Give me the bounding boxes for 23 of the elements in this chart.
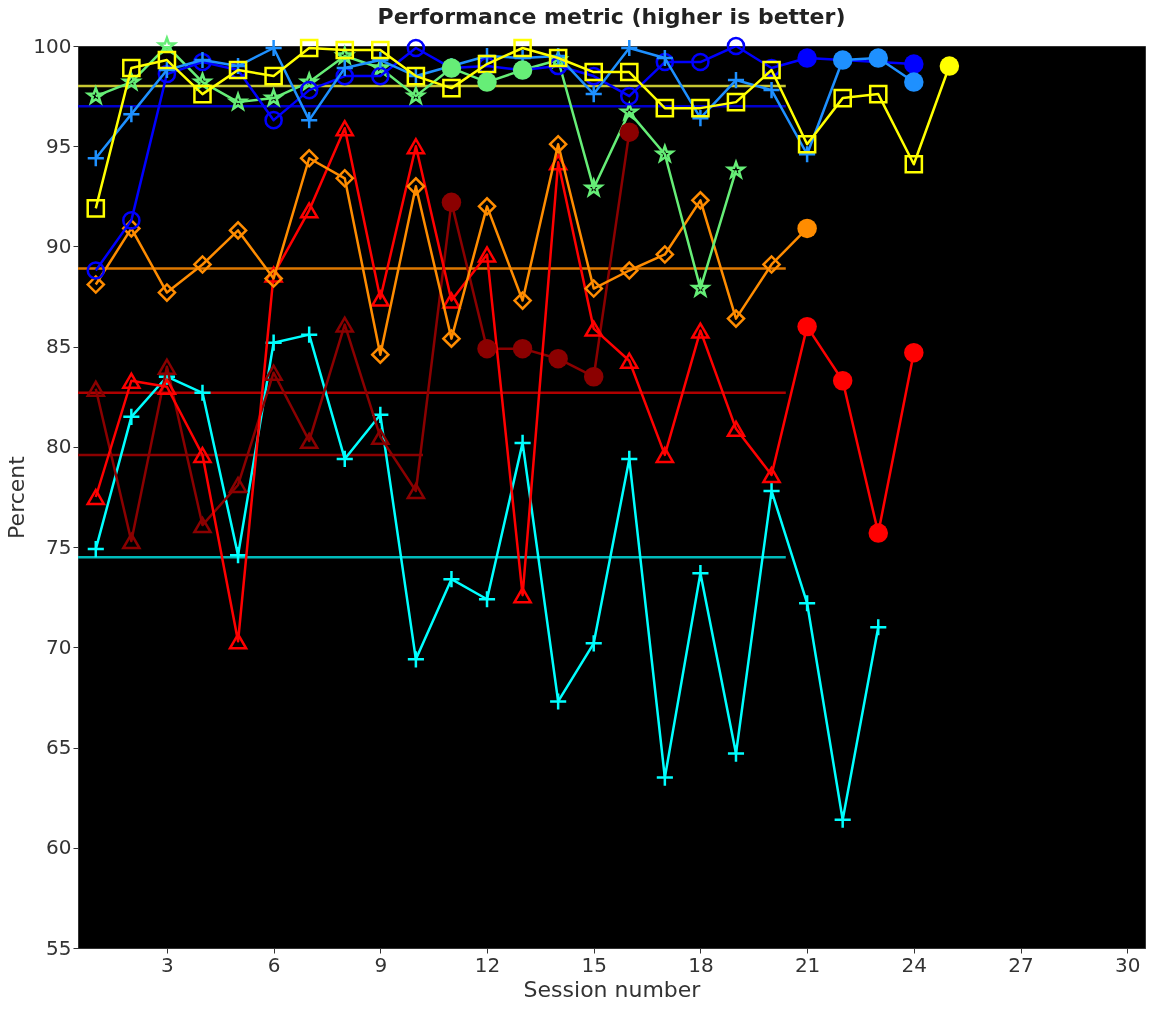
y-tick-label: 100 bbox=[33, 33, 72, 58]
x-tick-label: 15 bbox=[581, 952, 607, 977]
x-axis-title: Session number bbox=[523, 976, 702, 1002]
y-tick-label: 90 bbox=[46, 233, 72, 258]
y-tick-label: 75 bbox=[46, 534, 72, 559]
y-tick-label: 80 bbox=[46, 434, 72, 459]
x-tick-label: 27 bbox=[1008, 952, 1034, 977]
x-tick-label: 21 bbox=[794, 952, 821, 977]
x-tick-label: 9 bbox=[374, 952, 388, 977]
chart-title: Performance metric (higher is better) bbox=[377, 3, 846, 29]
y-tick-label: 65 bbox=[46, 735, 72, 760]
y-tick-label: 55 bbox=[46, 935, 72, 960]
x-tick-label: 12 bbox=[474, 952, 501, 977]
y-tick-label: 60 bbox=[46, 835, 72, 860]
y-tick-label: 70 bbox=[46, 634, 72, 659]
x-tick-label: 6 bbox=[267, 952, 281, 977]
x-tick-label: 3 bbox=[161, 952, 174, 977]
y-axis-title: Percent bbox=[4, 455, 30, 539]
x-tick-label: 24 bbox=[901, 952, 928, 977]
x-tick-label: 30 bbox=[1114, 952, 1141, 977]
x-tick-label: 18 bbox=[688, 952, 714, 977]
y-tick-label: 95 bbox=[46, 133, 72, 158]
y-tick-label: 85 bbox=[46, 334, 72, 359]
